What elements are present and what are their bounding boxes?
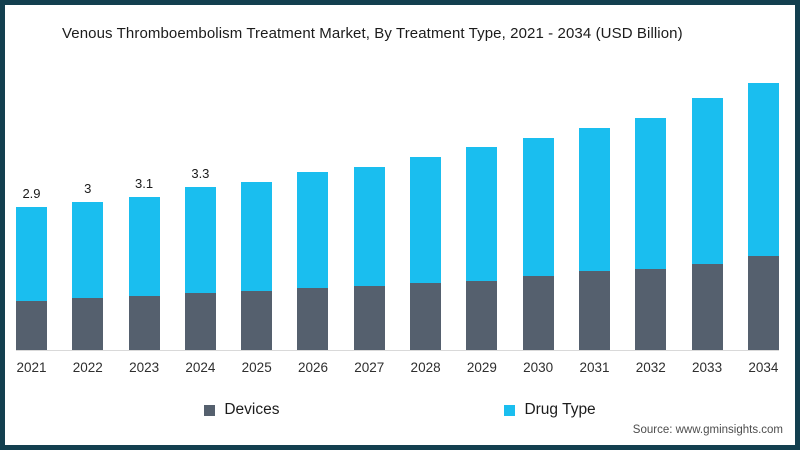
- bar-segment-drug-type: [16, 206, 47, 301]
- bar-total-label: 2.9: [22, 185, 41, 201]
- bar-segment-devices: [691, 263, 723, 350]
- stacked-bar: [353, 167, 385, 350]
- bar-segment-devices: [297, 288, 329, 350]
- bar-segment-devices: [578, 271, 610, 350]
- x-tick-label: 2021: [16, 360, 47, 375]
- bar-segment-devices: [16, 300, 47, 350]
- bar-column: 2027: [353, 70, 385, 375]
- x-tick-label: 2031: [579, 360, 610, 375]
- x-tick-label: 2029: [466, 360, 497, 375]
- devices-swatch-icon: [204, 404, 216, 416]
- stacked-bar: [747, 83, 779, 350]
- legend-label-drug-type: Drug Type: [524, 401, 596, 418]
- bar-segment-devices: [635, 268, 667, 350]
- stacked-bar: [466, 147, 498, 350]
- stacked-bar: [691, 98, 723, 350]
- x-tick-label: 2028: [410, 360, 441, 375]
- x-tick-label: 2032: [635, 360, 666, 375]
- bar-segment-devices: [353, 285, 385, 350]
- legend-item-devices: Devices: [204, 401, 279, 419]
- bar-total-label: 3: [84, 180, 92, 196]
- x-tick-label: 2034: [748, 360, 779, 375]
- x-tick-label: 2023: [129, 360, 160, 375]
- x-tick-label: 2033: [692, 360, 723, 375]
- legend: Devices Drug Type: [5, 401, 795, 419]
- x-tick-label: 2026: [297, 360, 329, 375]
- bar-segment-devices: [72, 298, 104, 350]
- bar-segment-drug-type: [241, 182, 273, 291]
- bar-segment-devices: [747, 256, 779, 350]
- bar-column: 2030: [522, 70, 554, 375]
- bar-segment-drug-type: [635, 117, 667, 269]
- bar-segment-drug-type: [184, 187, 216, 294]
- bar-segment-drug-type: [691, 98, 723, 264]
- chart-title: Venous Thromboembolism Treatment Market,…: [62, 25, 683, 42]
- bar-column: 2034: [747, 70, 779, 375]
- bar-segment-devices: [466, 280, 498, 350]
- x-tick-label: 2024: [185, 360, 216, 375]
- legend-label-devices: Devices: [224, 401, 280, 418]
- bar-segment-drug-type: [522, 137, 554, 276]
- bar-segment-drug-type: [297, 172, 329, 289]
- bar-segment-devices: [410, 283, 442, 350]
- bar-column: 2.9 2021: [16, 70, 47, 375]
- bar-total-label: 3.3: [191, 166, 210, 182]
- bar-segment-devices: [184, 293, 216, 350]
- stacked-bar: [72, 201, 104, 350]
- bar-total-label: 3.1: [135, 175, 154, 191]
- bar-segment-drug-type: [353, 167, 385, 286]
- bars-container: 2.9 2021 3 2022 3.1 2023 3.3 2024 2025 2026 2027 20…: [16, 70, 779, 375]
- x-tick-label: 2022: [72, 360, 103, 375]
- source-credit: Source: www.gminsights.com: [632, 424, 783, 436]
- bar-column: 2025: [241, 70, 273, 375]
- stacked-bar: [184, 187, 216, 350]
- x-tick-label: 2025: [241, 360, 272, 375]
- bar-segment-drug-type: [72, 201, 104, 299]
- legend-item-drug-type: Drug Type: [504, 401, 596, 419]
- bar-segment-devices: [522, 275, 554, 350]
- stacked-bar: [241, 182, 273, 350]
- bar-segment-drug-type: [747, 83, 779, 257]
- stacked-bar: [16, 206, 47, 350]
- plot-area: 2.9 2021 3 2022 3.1 2023 3.3 2024 2025 2026 2027 20…: [16, 70, 779, 375]
- bar-column: 2031: [578, 70, 610, 375]
- stacked-bar: [410, 157, 442, 350]
- bar-column: 2033: [691, 70, 723, 375]
- bar-segment-drug-type: [410, 157, 442, 284]
- x-tick-label: 2027: [354, 360, 385, 375]
- x-tick-label: 2030: [523, 360, 554, 375]
- bar-segment-devices: [241, 290, 273, 350]
- bar-segment-drug-type: [466, 147, 498, 281]
- stacked-bar: [578, 127, 610, 350]
- stacked-bar: [635, 117, 667, 350]
- bar-segment-devices: [128, 295, 160, 350]
- drug-type-swatch-icon: [504, 404, 516, 416]
- bar-segment-drug-type: [128, 196, 160, 296]
- bar-column: 2029: [466, 70, 498, 375]
- bar-column: 2026: [297, 70, 329, 375]
- stacked-bar: [128, 196, 160, 350]
- bar-column: 3 2022: [72, 70, 104, 375]
- bar-column: 3.3 2024: [184, 70, 216, 375]
- bar-column: 2028: [410, 70, 442, 375]
- bar-column: 3.1 2023: [128, 70, 160, 375]
- stacked-bar: [297, 172, 329, 350]
- bar-segment-drug-type: [578, 127, 610, 271]
- stacked-bar: [522, 137, 554, 350]
- bar-column: 2032: [635, 70, 667, 375]
